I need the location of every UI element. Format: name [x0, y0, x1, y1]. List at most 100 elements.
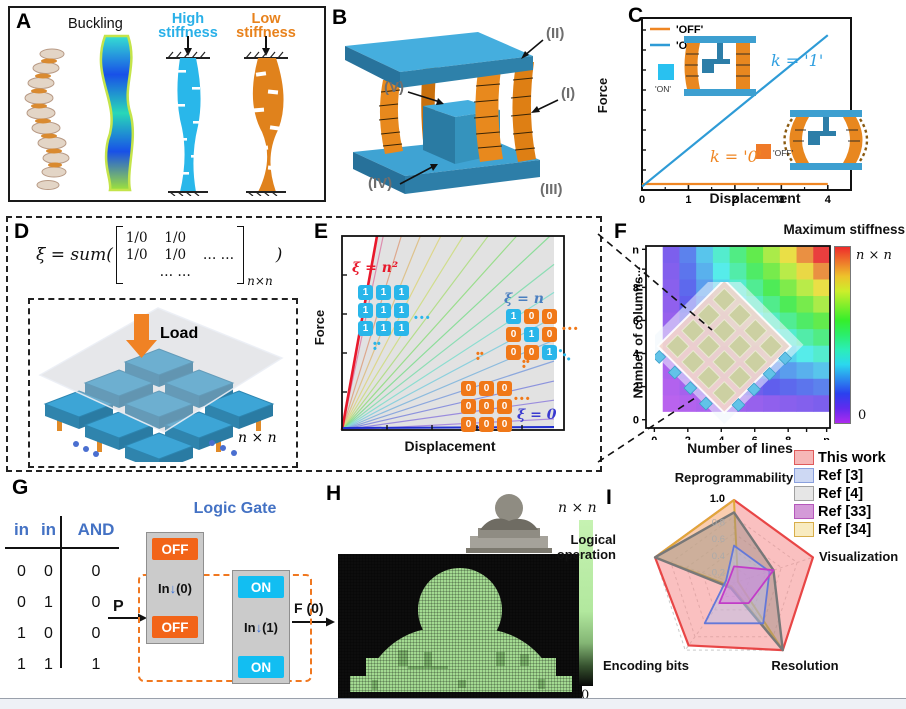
h-colorbar [579, 520, 593, 686]
encoded-image [338, 554, 582, 700]
header-and: AND [77, 520, 115, 539]
truth-table-cell: 1 [91, 655, 101, 673]
legend-item: Ref [34] [794, 521, 886, 538]
load-arrow [126, 314, 157, 358]
label-V: (V) [384, 79, 404, 96]
off-cell-inset [783, 110, 869, 170]
eq-close: ) [275, 245, 283, 265]
matrix-cell: 1 [376, 303, 391, 318]
c-off-tag: 'OFF' [773, 148, 794, 158]
legend-label: Ref [4] [818, 485, 864, 502]
eq-lhs: ξ = sum( [36, 245, 113, 265]
eq-m13 [203, 230, 234, 247]
matrix-cell: 0 [479, 399, 494, 414]
down-arrow-icon: ↓ [169, 580, 177, 596]
bracket-left [115, 226, 123, 284]
xi-0-label: ξ = 0 [517, 407, 557, 423]
legend-item: This work [794, 449, 886, 466]
legend-swatch [794, 486, 814, 501]
f-ytick: n [632, 244, 639, 256]
matrix-cell: 1 [394, 321, 409, 336]
in0-label: In↓(0) [158, 581, 192, 596]
matrix-cell: 0 [524, 345, 539, 360]
e-xlabel: Displacement [404, 438, 496, 454]
radar-series-Ref-4- [653, 511, 784, 652]
f-colorbar [834, 246, 851, 424]
f-ytick: 0 [633, 415, 639, 427]
f-xtick: 2 [685, 435, 691, 440]
panel-b-tag: B [332, 6, 348, 29]
panel-h-tag: H [326, 482, 342, 505]
matrix-cell: 0 [497, 399, 512, 414]
in0-value: (0) [176, 580, 192, 596]
in-word: In [158, 580, 170, 596]
c-dynamic: 0 1 2 3 4 [639, 29, 832, 206]
f-ytick: 2 [633, 382, 639, 394]
matrix-cell: 1 [358, 285, 373, 300]
dots-ones-down: ••• [373, 338, 381, 355]
truth-table-header: in in AND [8, 520, 124, 540]
p-label: P [113, 598, 124, 615]
in1-value: (1) [262, 619, 278, 635]
header-in2: in [40, 520, 57, 539]
top-slab [345, 32, 533, 88]
matrix-cell: 0 [524, 309, 539, 324]
radar-legend: This work Ref [3] Ref [4] Ref [33] Ref [… [794, 449, 886, 538]
c-xtick: 1 [685, 194, 691, 206]
header-in1: in [13, 520, 30, 539]
truth-table-cell: 0 [17, 562, 26, 580]
eq-m33 [203, 264, 234, 281]
panel-g-tag: G [12, 476, 29, 499]
h-cbar-bottom: 0 [581, 688, 590, 703]
label-I: (I) [561, 85, 575, 102]
d-inner-dashed-box [28, 298, 298, 468]
c-legend-off: 'OFF' [676, 24, 704, 36]
off-chip-bottom: OFF [152, 616, 198, 638]
matrix-cell: 0 [461, 417, 476, 432]
truth-table-cell: 1 [44, 655, 53, 673]
legend-swatch [794, 468, 814, 483]
legend-item: Ref [33] [794, 503, 886, 520]
truth-table-cell: 0 [91, 593, 101, 611]
truth-table-cell: 1 [44, 593, 53, 611]
high-stiffness-label: High stiffness [158, 11, 218, 41]
fea-buckling-shape [99, 34, 135, 192]
legend-swatch [794, 450, 814, 465]
encoded-sculpture [350, 568, 572, 692]
logic-gate-title: Logic Gate [193, 500, 277, 517]
c-series-ON [641, 34, 829, 188]
on-chip-bottom: ON [238, 656, 284, 678]
xi-n-label: ξ = n [504, 291, 544, 307]
d-lattice-art: Load n × n [38, 307, 284, 462]
f-xtick: 0 [651, 435, 657, 440]
dots-ones-right: ••• [414, 312, 432, 324]
f-ytick: …… [631, 266, 643, 288]
in-word: In [244, 619, 256, 635]
truth-table-vline [60, 516, 62, 668]
matrix-cell: 0 [497, 381, 512, 396]
radar-tick: 0.4 [712, 551, 725, 562]
legend-swatch [794, 522, 814, 537]
eq-matrix: 1/0 1/0 1/0 1/0 … … … … [126, 230, 234, 281]
e-ticks [342, 274, 523, 430]
matrix-cell: 1 [506, 309, 521, 324]
f-lattice-overlay [655, 282, 804, 425]
buckling-label: Buckling [68, 16, 123, 32]
panel-a: A Buckling High stiffness Low stiffness [8, 6, 326, 202]
c-ylabel: Force [595, 77, 611, 114]
truth-table-hline [5, 547, 119, 549]
eq-m21: 1/0 [125, 246, 148, 263]
k1-label: k = '1' [771, 51, 823, 70]
gate-box-1: OFF In↓(0) OFF [146, 532, 204, 644]
f-out-label: F (0) [294, 600, 324, 616]
matrix-cell: 0 [497, 417, 512, 432]
matrix-cell: 0 [461, 381, 476, 396]
f-ytick: 6 [633, 315, 639, 327]
annotation-labels: (II) (I) (III) (IV) (V) [368, 25, 575, 198]
